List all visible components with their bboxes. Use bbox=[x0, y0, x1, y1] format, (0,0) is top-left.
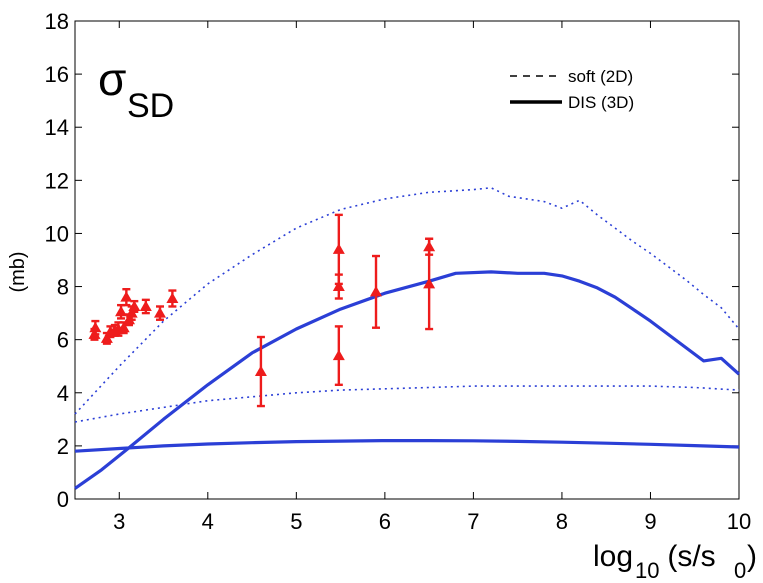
y-tick-label: 2 bbox=[57, 434, 69, 459]
series-lower-dotted bbox=[74, 385, 740, 423]
x-tick-label: 9 bbox=[644, 509, 656, 534]
series-steep-solid bbox=[74, 270, 741, 490]
data-point bbox=[117, 321, 130, 333]
data-point bbox=[423, 277, 436, 289]
data-point bbox=[370, 285, 383, 297]
x-tick-label: 6 bbox=[379, 509, 391, 534]
x-axis-label: log 10 (s/s 0 ) bbox=[593, 540, 757, 583]
data-point bbox=[332, 280, 345, 292]
x-label-end: ) bbox=[747, 540, 757, 573]
data-point bbox=[115, 305, 128, 317]
y-tick-label: 18 bbox=[45, 9, 69, 34]
data-point bbox=[166, 292, 179, 304]
data-point bbox=[332, 243, 345, 254]
x-tick-label: 3 bbox=[113, 509, 125, 534]
y-tick-label: 6 bbox=[57, 328, 69, 353]
series-upper-dotted bbox=[74, 187, 740, 415]
data-point bbox=[153, 307, 166, 318]
x-tick-label: 4 bbox=[202, 509, 214, 534]
x-label-sub: 10 bbox=[635, 558, 659, 583]
data-point bbox=[332, 349, 345, 361]
data-point bbox=[120, 291, 133, 302]
series-flat-solid bbox=[74, 439, 740, 453]
data-point bbox=[423, 240, 436, 252]
plot-frame bbox=[74, 20, 740, 500]
legend-label-dis: DIS (3D) bbox=[568, 93, 634, 112]
legend-label-soft: soft (2D) bbox=[568, 67, 633, 86]
y-tick-label: 8 bbox=[57, 275, 69, 300]
x-tick-label: 10 bbox=[727, 509, 751, 534]
legend: soft (2D) DIS (3D) bbox=[510, 67, 634, 112]
x-label-base: log bbox=[593, 540, 633, 573]
x-tick-label: 5 bbox=[290, 509, 302, 534]
data-point bbox=[139, 300, 152, 311]
y-tick-label: 12 bbox=[45, 168, 69, 193]
data-point bbox=[254, 365, 267, 377]
y-tick-label: 0 bbox=[57, 487, 69, 512]
series-layer bbox=[74, 187, 741, 490]
title-symbol: σ bbox=[98, 53, 126, 105]
y-tick-label: 10 bbox=[45, 221, 69, 246]
title-subscript: SD bbox=[127, 87, 174, 125]
chart-title: σ SD bbox=[98, 53, 174, 125]
y-axis-label: (mb) bbox=[7, 251, 29, 292]
y-tick-label: 14 bbox=[45, 115, 69, 140]
y-tick-label: 4 bbox=[57, 381, 69, 406]
x-tick-label: 7 bbox=[467, 509, 479, 534]
axes: 0 2 4 6 8 10 12 14 16 18 3 4 5 6 7 8 9 10 bbox=[45, 9, 752, 534]
x-label-rest: (s/s bbox=[659, 540, 716, 573]
x-label-sub2: 0 bbox=[734, 558, 746, 583]
y-tick-label: 16 bbox=[45, 62, 69, 87]
measurement-points bbox=[88, 213, 436, 408]
x-tick-label: 8 bbox=[556, 509, 568, 534]
data-point bbox=[89, 321, 102, 333]
data-point bbox=[128, 300, 141, 311]
